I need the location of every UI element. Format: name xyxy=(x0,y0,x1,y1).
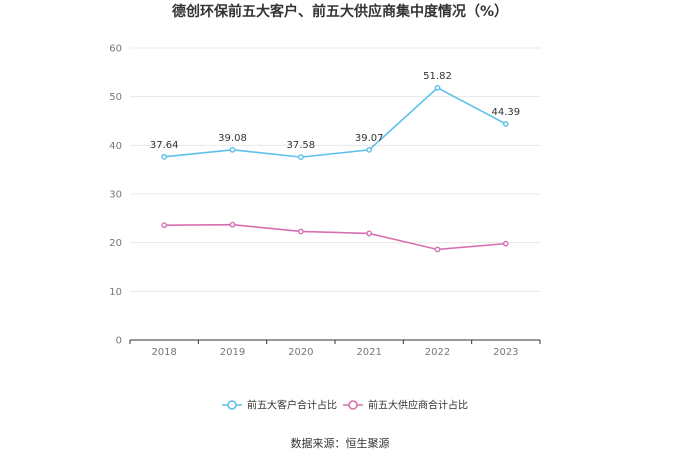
x-tick-label: 2018 xyxy=(151,347,176,358)
data-label: 51.82 xyxy=(423,71,452,82)
data-label: 44.39 xyxy=(492,107,521,118)
data-point[interactable] xyxy=(366,146,373,153)
y-tick-label: 10 xyxy=(109,287,122,298)
data-point[interactable] xyxy=(366,230,373,237)
y-tick-label: 20 xyxy=(109,238,122,249)
y-tick-label: 0 xyxy=(116,336,122,347)
series-line-1 xyxy=(164,223,506,251)
data-point[interactable] xyxy=(502,121,509,127)
y-axis: 0 10 20 30 40 50 60 xyxy=(109,44,122,347)
data-point[interactable] xyxy=(434,246,441,253)
y-tick-label: 30 xyxy=(109,190,122,201)
data-point[interactable] xyxy=(161,222,168,229)
y-tick-label: 50 xyxy=(109,92,122,103)
chart-title: 德创环保前五大客户、前五大供应商集中度情况（%） xyxy=(172,3,508,20)
legend-marker xyxy=(227,400,237,410)
x-tick-label: 2021 xyxy=(356,347,381,358)
source-text: 数据来源：恒生聚源 xyxy=(291,436,390,450)
data-point[interactable] xyxy=(297,154,304,161)
legend-label: 前五大客户合计占比 xyxy=(247,399,337,412)
data-point[interactable] xyxy=(161,153,168,160)
data-point[interactable] xyxy=(434,84,441,91)
data-point[interactable] xyxy=(297,228,304,235)
data-label: 37.64 xyxy=(150,140,179,151)
legend-item-0[interactable]: 前五大客户合计占比 xyxy=(222,399,337,412)
y-tick-label: 40 xyxy=(109,141,122,152)
legend-label: 前五大供应商合计占比 xyxy=(368,399,468,412)
legend-item-1[interactable]: 前五大供应商合计占比 xyxy=(343,399,468,412)
legend[interactable]: 前五大客户合计占比 前五大供应商合计占比 xyxy=(222,399,468,412)
x-tick-label: 2019 xyxy=(220,347,245,358)
data-point[interactable] xyxy=(229,146,236,153)
data-label: 37.58 xyxy=(287,140,316,151)
data-point[interactable] xyxy=(229,221,236,228)
series-layer: 37.64 39.08 37.58 39.07 51.82 44.39 xyxy=(150,71,521,253)
series-line-0 xyxy=(164,86,507,158)
data-label: 39.08 xyxy=(218,133,247,144)
legend-marker xyxy=(348,400,358,410)
grid xyxy=(130,47,540,292)
x-tick-label: 2023 xyxy=(493,347,518,358)
data-point[interactable] xyxy=(502,240,509,247)
y-tick-label: 60 xyxy=(109,44,122,55)
x-axis: 2018 2019 2020 2021 2022 2023 xyxy=(129,339,541,358)
x-tick-label: 2022 xyxy=(425,347,450,358)
data-label: 39.07 xyxy=(355,133,384,144)
x-tick-label: 2020 xyxy=(288,347,313,358)
